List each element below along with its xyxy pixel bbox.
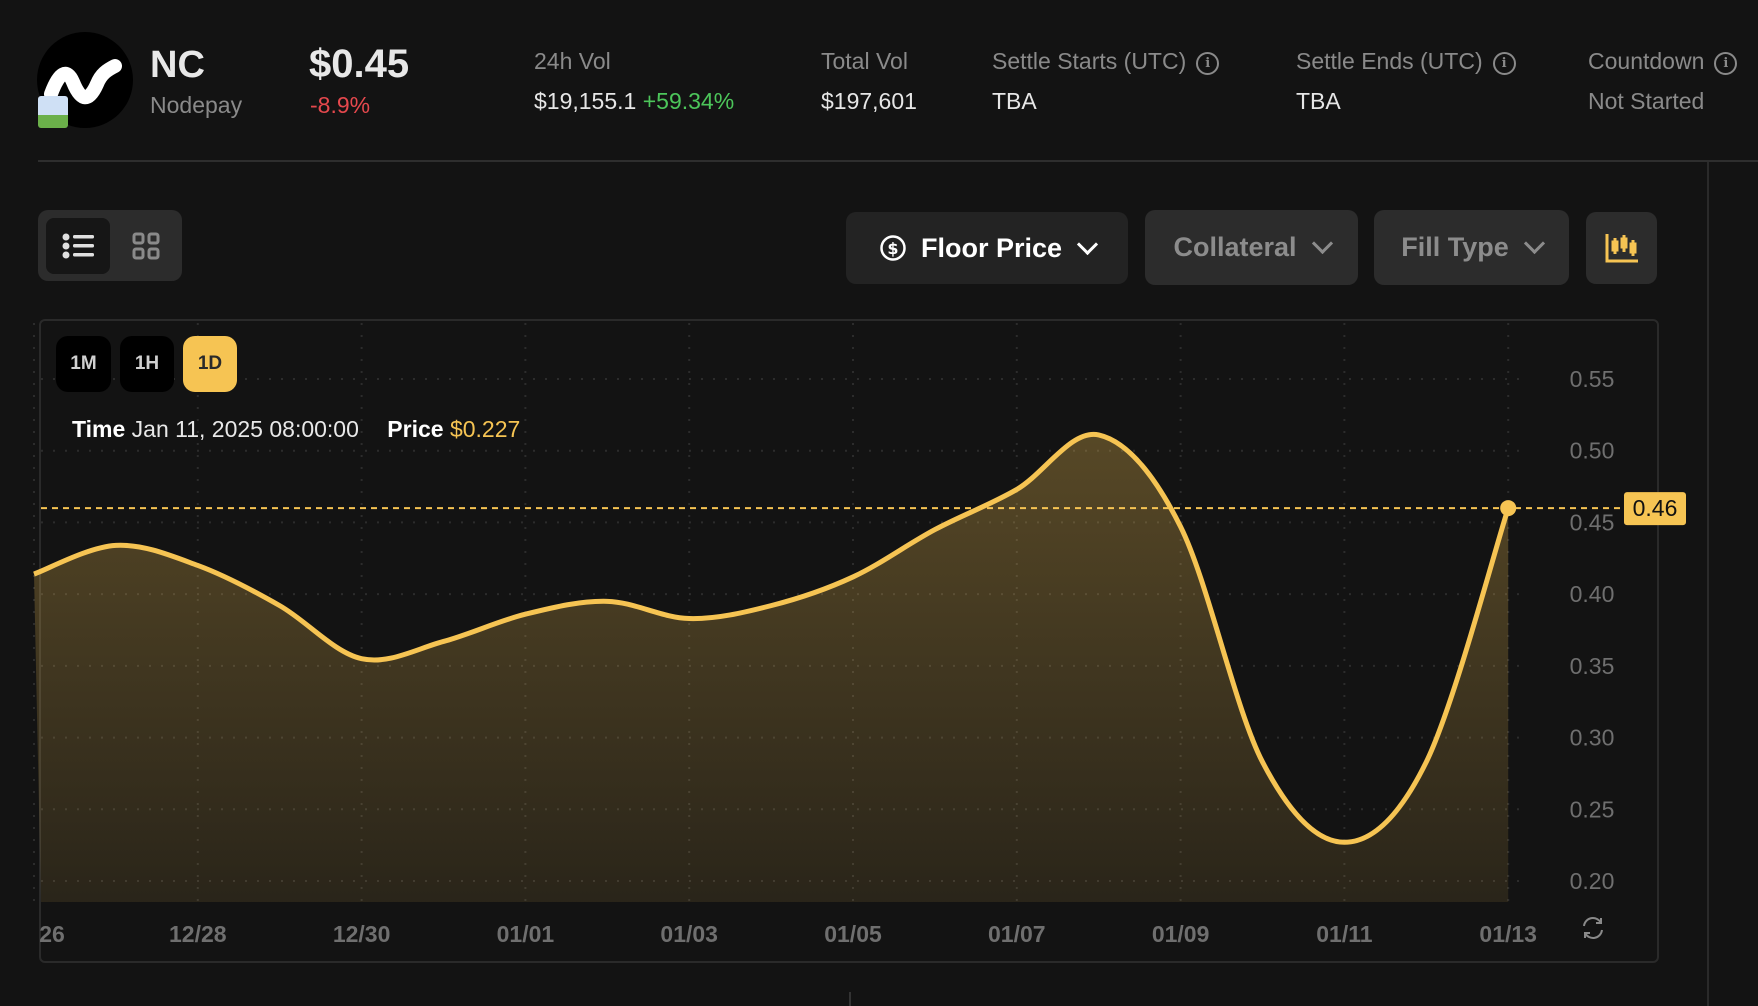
current-price-badge-label: 0.46 <box>1633 495 1678 521</box>
stat-settle-starts-label: Settle Starts (UTC) i <box>992 48 1220 75</box>
refresh-icon[interactable] <box>1580 915 1606 941</box>
price-line <box>33 431 1511 845</box>
x-tick-label: 12/28 <box>169 921 227 947</box>
settle-ends-text: Settle Ends (UTC) <box>1296 48 1483 74</box>
grid-view-button[interactable] <box>118 218 174 274</box>
y-tick-label: 0.45 <box>1570 509 1615 535</box>
current-price-point <box>1500 500 1517 517</box>
tooltip-price-value: $0.227 <box>449 416 521 442</box>
list-view-button[interactable] <box>46 218 110 274</box>
info-icon[interactable]: i <box>1196 52 1220 75</box>
x-tick-label: 12/30 <box>333 921 391 947</box>
timeframe-1m-button[interactable]: 1M <box>56 336 111 392</box>
floor-price-dropdown[interactable]: $ Floor Price <box>846 212 1128 284</box>
tooltip-price-label: Price <box>387 416 444 442</box>
y-tick-label: 0.30 <box>1570 725 1615 751</box>
side-divider <box>1707 162 1709 1006</box>
vol-value: $19,155.1 <box>534 88 637 114</box>
stat-settle-ends-value: TBA <box>1296 88 1341 114</box>
chart-tooltip: Time Jan 11, 2025 08:00:00 Price $0.227 <box>72 416 520 443</box>
stat-countdown-label: Countdown i <box>1588 48 1738 75</box>
list-icon <box>62 233 94 259</box>
header-divider <box>38 160 1758 162</box>
info-icon[interactable]: i <box>1492 52 1516 75</box>
stat-24h-vol-label: 24h Vol <box>534 48 611 74</box>
broken-image-icon <box>38 96 68 128</box>
collateral-dropdown[interactable]: Collateral <box>1145 210 1358 285</box>
view-toggle <box>38 210 182 281</box>
vol-delta: +59.34% <box>642 88 735 114</box>
x-tick-label: 01/09 <box>1152 921 1210 947</box>
stat-settle-ends-label: Settle Ends (UTC) i <box>1296 48 1516 75</box>
stat-countdown-value: Not Started <box>1588 88 1705 114</box>
timeframe-1h-button[interactable]: 1H <box>120 336 174 392</box>
x-tick-label: 01/03 <box>660 921 718 947</box>
y-tick-label: 0.50 <box>1570 438 1615 464</box>
x-tick-label: 01/01 <box>497 921 555 947</box>
token-name: Nodepay <box>150 92 243 118</box>
tooltip-time-value: Jan 11, 2025 08:00:00 <box>131 416 359 442</box>
countdown-text: Countdown <box>1588 48 1705 74</box>
stat-total-vol-label: Total Vol <box>821 48 908 74</box>
svg-text:$: $ <box>887 239 898 258</box>
price-change: -8.9% <box>310 92 371 118</box>
stat-settle-starts-value: TBA <box>992 88 1037 114</box>
fill-type-dropdown[interactable]: Fill Type <box>1374 210 1569 285</box>
current-price-badge <box>1624 492 1686 526</box>
price-area <box>34 434 1509 902</box>
floor-price-label: Floor Price <box>920 232 1063 263</box>
timeframe-1d-button[interactable]: 1D <box>183 336 237 392</box>
y-tick-label: 0.25 <box>1570 796 1615 822</box>
x-tick-label: 26 <box>39 921 65 947</box>
candlestick-chart-icon <box>1605 234 1638 263</box>
settle-starts-text: Settle Starts (UTC) <box>992 48 1187 74</box>
token-symbol: NC <box>150 44 205 86</box>
dollar-circle-icon: $ <box>880 235 906 261</box>
nodepay-logo-icon <box>44 59 122 105</box>
info-icon[interactable]: i <box>1714 52 1738 75</box>
stat-24h-vol-value: $19,155.1 +59.34% <box>534 88 734 115</box>
stat-total-vol-value: $197,601 <box>821 88 917 114</box>
collateral-label: Collateral <box>1173 232 1297 262</box>
chart-type-button[interactable] <box>1586 212 1657 284</box>
x-tick-label: 01/11 <box>1316 921 1372 947</box>
tooltip-time-label: Time <box>72 416 126 442</box>
y-tick-label: 0.35 <box>1570 653 1615 679</box>
x-tick-label: 01/05 <box>824 921 882 947</box>
y-tick-label: 0.20 <box>1570 868 1615 894</box>
grid-icon <box>132 232 160 260</box>
bottom-divider <box>849 992 851 1006</box>
x-tick-label: 01/07 <box>988 921 1046 947</box>
y-tick-label: 0.55 <box>1570 366 1615 392</box>
x-tick-label: 01/13 <box>1479 921 1537 947</box>
token-price: $0.45 <box>309 42 410 86</box>
y-tick-label: 0.40 <box>1570 581 1615 607</box>
fill-type-label: Fill Type <box>1401 232 1509 262</box>
